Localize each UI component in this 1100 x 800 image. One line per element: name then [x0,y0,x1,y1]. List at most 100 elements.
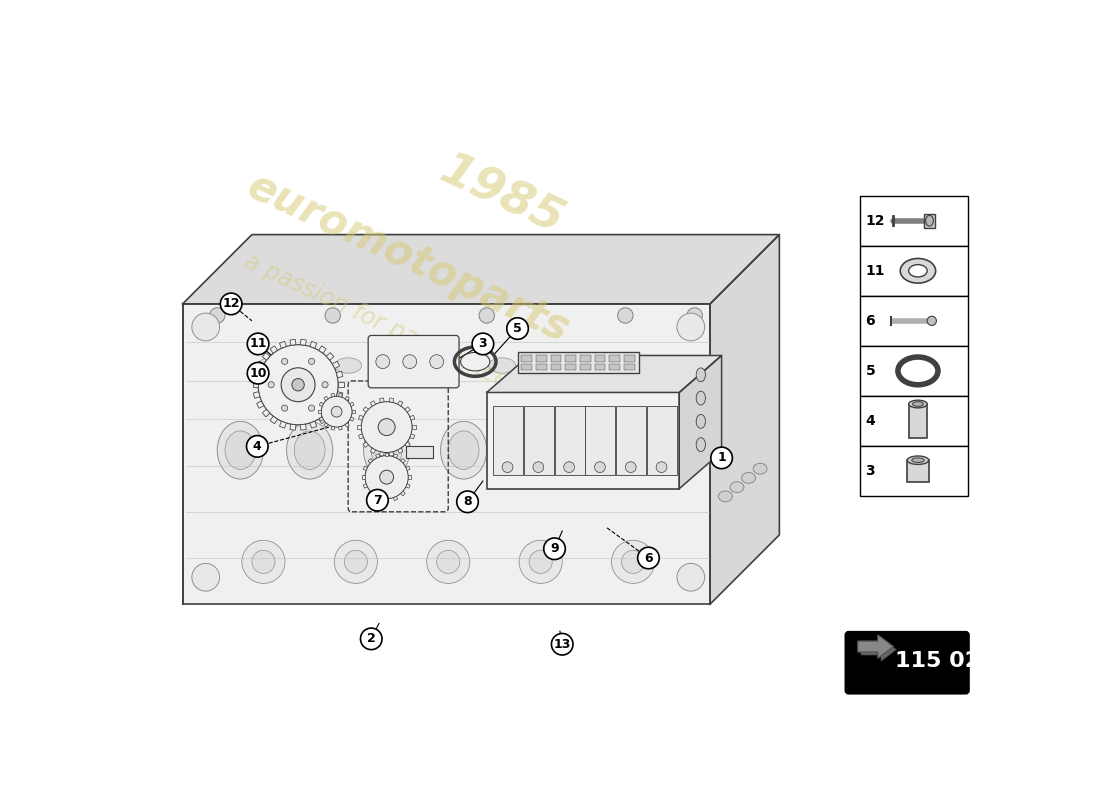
Circle shape [376,354,389,369]
Polygon shape [379,398,384,402]
Polygon shape [858,635,893,658]
Bar [565,364,576,370]
Ellipse shape [534,431,563,470]
Bar [860,246,968,296]
Polygon shape [400,491,405,496]
Polygon shape [332,401,340,408]
Circle shape [361,628,382,650]
Polygon shape [371,448,375,454]
Text: 6: 6 [645,551,652,565]
Polygon shape [376,497,380,501]
Text: 11: 11 [866,264,886,278]
Bar [860,296,968,346]
Polygon shape [183,234,779,304]
Ellipse shape [754,463,767,474]
Text: a passion for parts since: a passion for parts since [241,250,513,394]
Polygon shape [359,434,363,439]
Polygon shape [337,392,343,398]
Text: 13: 13 [553,638,571,650]
Ellipse shape [900,258,936,283]
Circle shape [361,402,412,453]
Bar [647,406,676,475]
Ellipse shape [526,422,572,479]
Circle shape [326,308,341,323]
Ellipse shape [696,438,705,451]
Bar [551,355,561,362]
Polygon shape [358,425,361,429]
Ellipse shape [664,431,695,470]
Circle shape [427,540,470,583]
Ellipse shape [461,353,490,371]
Polygon shape [385,453,388,455]
Polygon shape [345,396,350,401]
Ellipse shape [909,265,927,277]
Bar [860,396,968,446]
Circle shape [246,435,268,457]
Circle shape [220,293,242,314]
Polygon shape [256,401,264,408]
Bar [609,364,620,370]
Polygon shape [410,415,415,420]
Polygon shape [394,454,397,458]
Circle shape [242,540,285,583]
Ellipse shape [730,482,744,493]
Polygon shape [368,491,373,496]
Polygon shape [711,234,779,604]
Circle shape [209,308,224,323]
Polygon shape [359,415,363,420]
FancyBboxPatch shape [846,632,969,694]
Circle shape [529,550,552,574]
Polygon shape [323,422,328,427]
Text: euromotoparts: euromotoparts [241,166,575,351]
Circle shape [331,406,342,417]
Polygon shape [350,402,354,406]
Text: 8: 8 [463,495,472,508]
Polygon shape [339,426,342,430]
Circle shape [282,405,288,411]
Polygon shape [338,382,343,387]
Ellipse shape [926,215,933,226]
Polygon shape [410,434,415,439]
Circle shape [543,538,565,559]
Text: 1: 1 [717,451,726,464]
Circle shape [551,634,573,655]
Circle shape [638,547,659,569]
Text: 4: 4 [253,440,262,453]
Polygon shape [385,498,388,502]
Circle shape [612,540,654,583]
Ellipse shape [696,368,705,382]
Circle shape [927,316,936,326]
Polygon shape [323,396,328,401]
Ellipse shape [449,431,480,470]
Circle shape [595,462,605,473]
Bar [908,460,928,482]
Polygon shape [319,416,326,424]
Circle shape [248,333,268,354]
Polygon shape [858,635,893,658]
Circle shape [191,313,220,341]
Bar [565,355,576,362]
Text: 2: 2 [367,632,375,646]
Polygon shape [376,454,380,458]
Polygon shape [345,422,350,427]
Polygon shape [327,353,334,360]
Polygon shape [262,410,270,417]
Text: 12: 12 [866,214,886,228]
Ellipse shape [908,456,928,465]
Ellipse shape [295,431,326,470]
Polygon shape [253,371,260,378]
Polygon shape [412,425,416,429]
Polygon shape [363,407,368,412]
Bar [406,446,433,458]
Polygon shape [363,484,367,488]
Circle shape [519,540,562,583]
Bar [580,364,591,370]
Bar [585,406,615,475]
Polygon shape [290,424,296,430]
Polygon shape [256,362,264,369]
Bar [580,355,591,362]
Polygon shape [406,484,410,488]
Circle shape [258,345,338,425]
Circle shape [248,362,268,384]
Bar [554,406,584,475]
